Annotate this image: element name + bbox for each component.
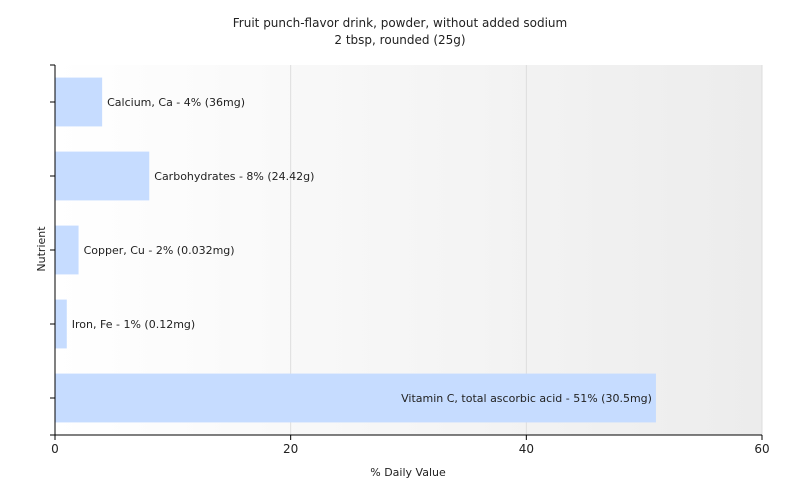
bar-0 <box>55 77 103 127</box>
bar-label: Calcium, Ca - 4% (36mg) <box>107 96 245 109</box>
bar-label: Copper, Cu - 2% (0.032mg) <box>84 244 235 257</box>
bar-2 <box>55 225 79 275</box>
x-tick-label: 60 <box>754 442 769 456</box>
x-tick-label: 40 <box>519 442 534 456</box>
bar-label: Iron, Fe - 1% (0.12mg) <box>72 318 195 331</box>
x-tick-label: 20 <box>283 442 298 456</box>
bar-1 <box>55 151 150 201</box>
axes: 0 20 40 60 <box>50 64 770 456</box>
x-tick-label: 0 <box>51 442 59 456</box>
y-axis-title: Nutrient <box>35 226 48 272</box>
plot-area <box>55 65 762 435</box>
x-axis-title: % Daily Value <box>370 466 446 479</box>
chart-title: Fruit punch-flavor drink, powder, withou… <box>233 16 567 30</box>
grid-lines <box>290 65 763 435</box>
bar-label: Carbohydrates - 8% (24.42g) <box>154 170 314 183</box>
bars <box>55 77 656 423</box>
bar-label: Vitamin C, total ascorbic acid - 51% (30… <box>401 392 652 405</box>
chart-subtitle: 2 tbsp, rounded (25g) <box>334 33 465 47</box>
bar-3 <box>55 299 67 349</box>
data-labels: Calcium, Ca - 4% (36mg) Carbohydrates - 8… <box>72 96 652 405</box>
bar-4 <box>55 373 656 423</box>
